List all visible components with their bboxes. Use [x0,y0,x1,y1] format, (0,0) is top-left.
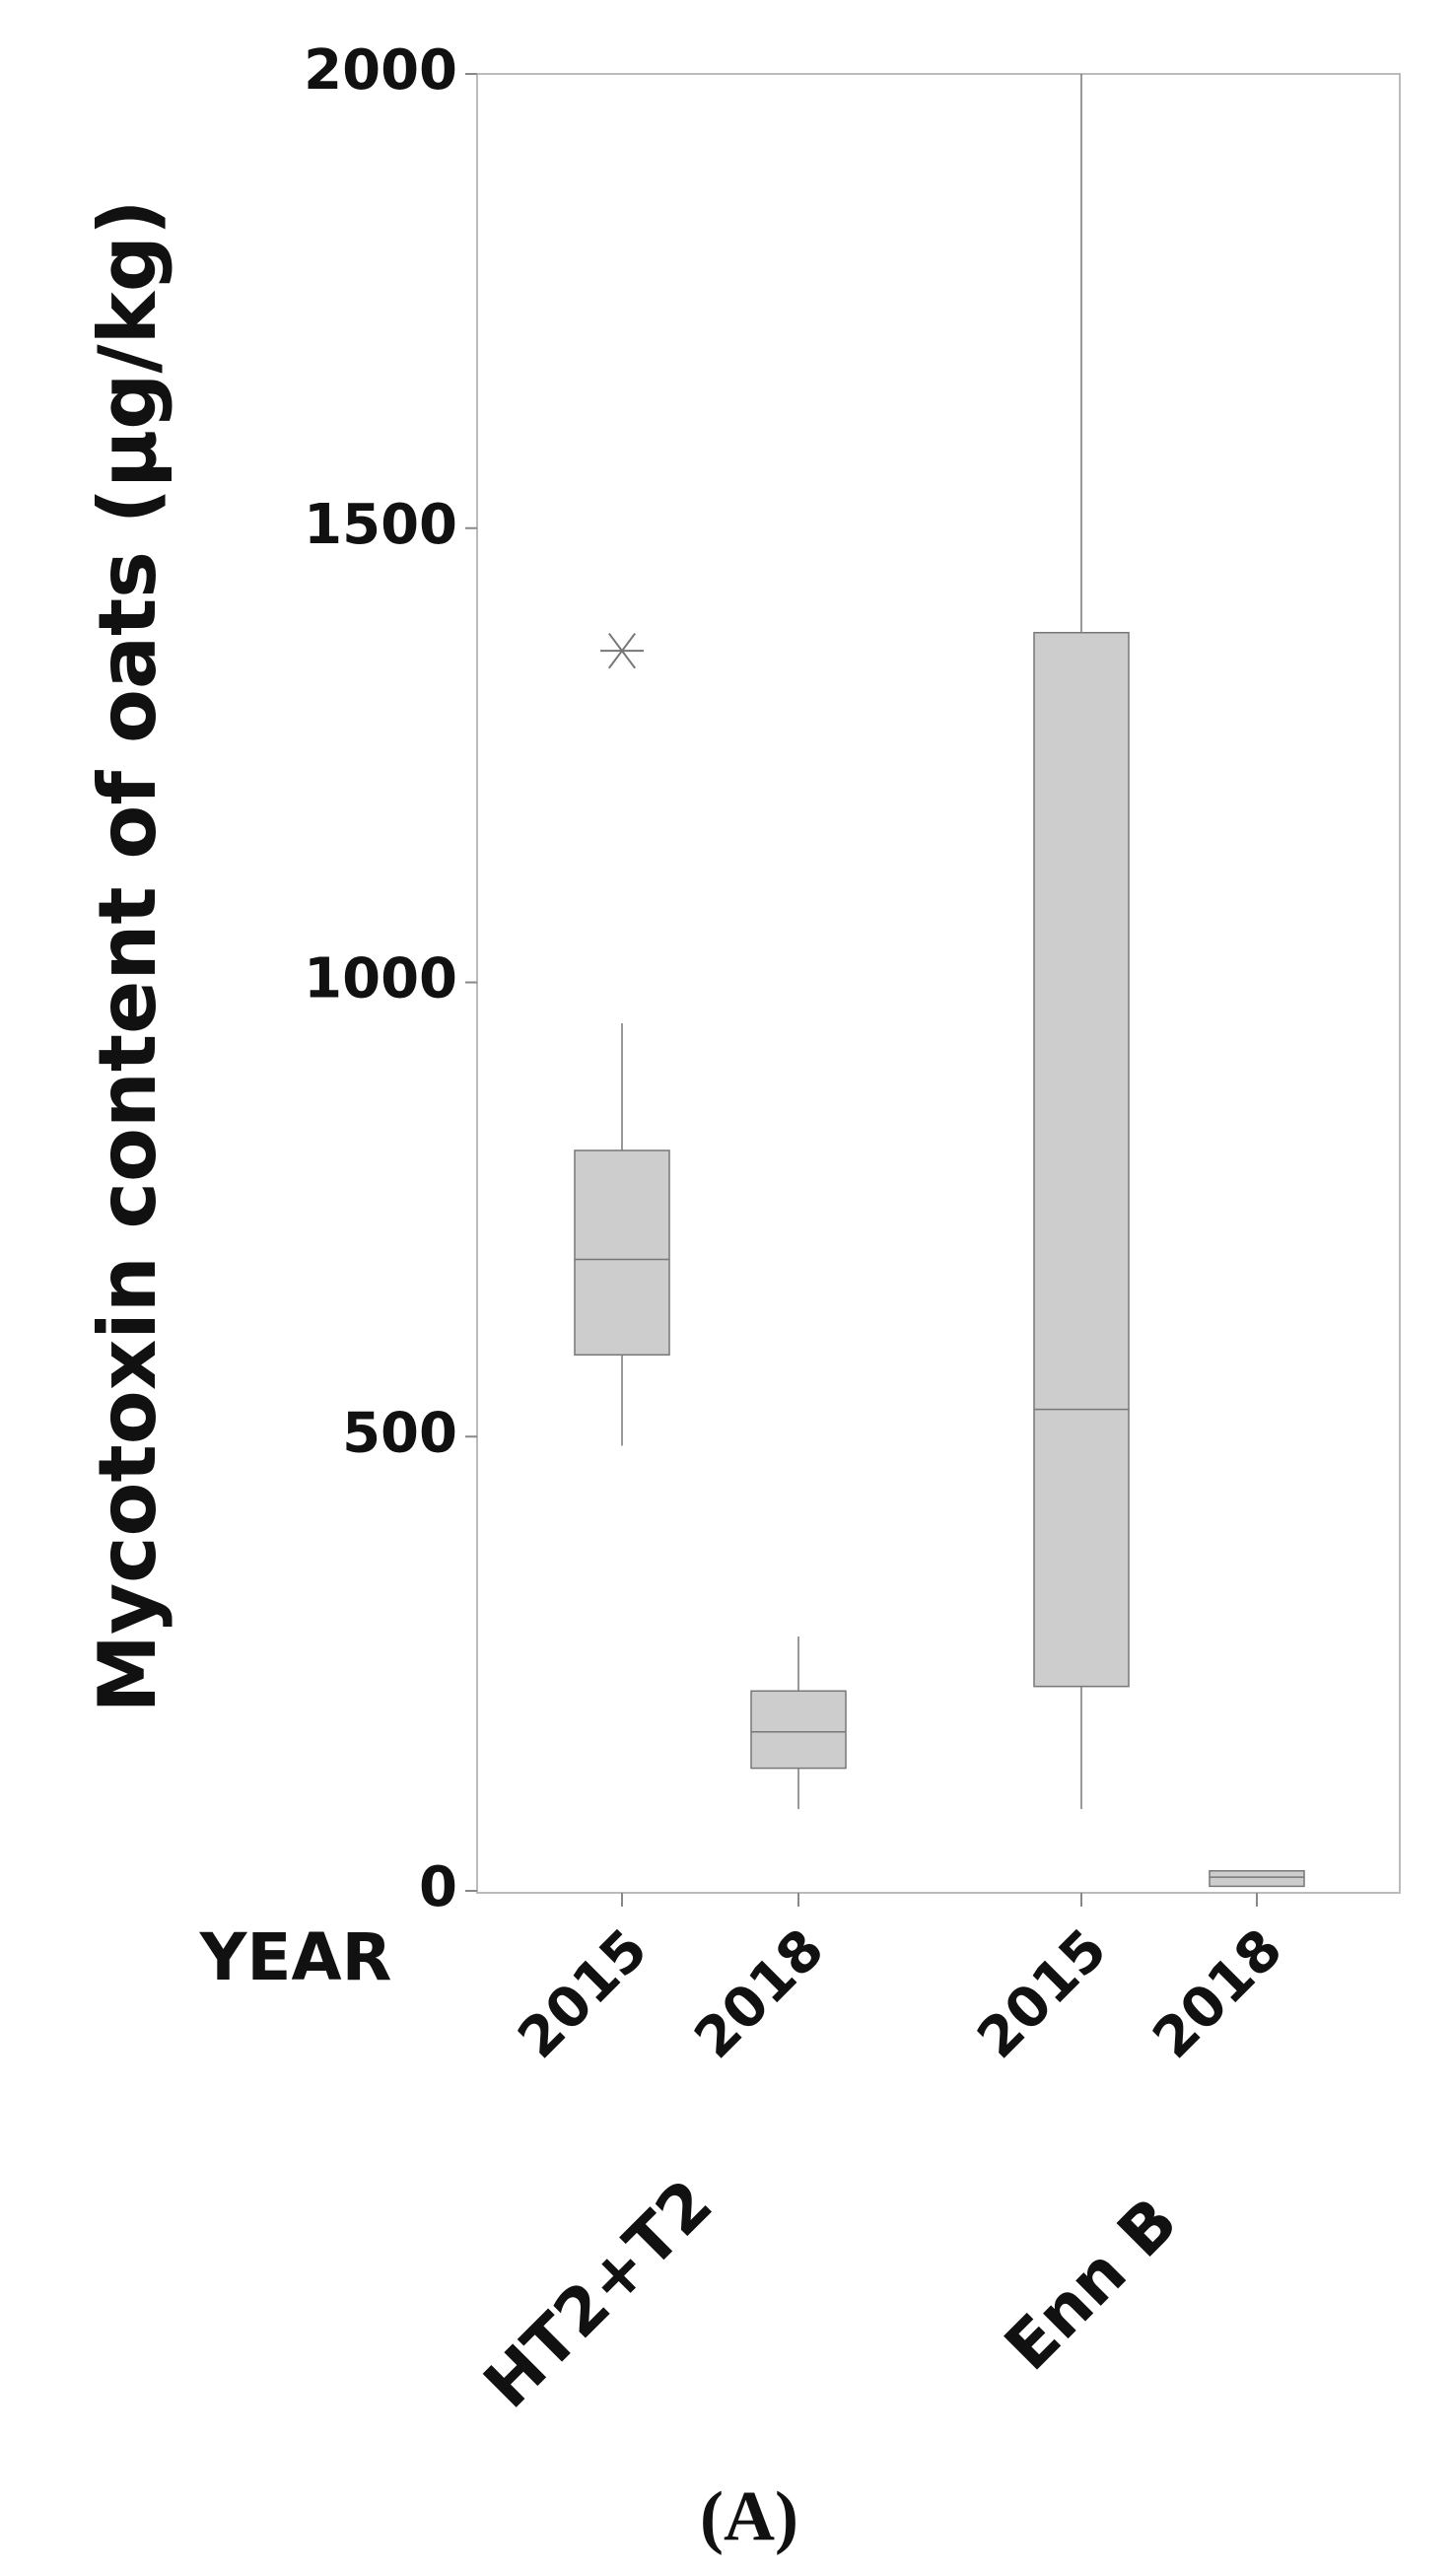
box [750,1690,847,1770]
group-label: Enn B [991,2184,1193,2386]
y-axis-label: Mycotoxin content of oats (µg/kg) [82,199,173,1712]
x-tick-label: 2018 [1141,1917,1294,2071]
outlier [600,632,644,669]
box [1033,631,1130,1688]
panel-label: (A) [700,2477,798,2556]
x-axis-label: YEAR [199,1919,392,1995]
y-tick-label: 1000 [304,947,457,1011]
box [1209,1869,1305,1888]
x-tick-label: 2015 [965,1917,1119,2071]
x-tick-label: 2018 [682,1917,836,2071]
y-tick-label: 500 [342,1401,457,1465]
y-tick-label: 2000 [304,38,457,103]
y-tick-label: 1500 [304,493,457,557]
x-tick-label: 2015 [506,1917,659,2071]
plot-frame [476,73,1401,1894]
y-tick-label: 0 [419,1855,457,1919]
group-label: HT2+T2 [469,2165,727,2422]
box [574,1149,670,1357]
